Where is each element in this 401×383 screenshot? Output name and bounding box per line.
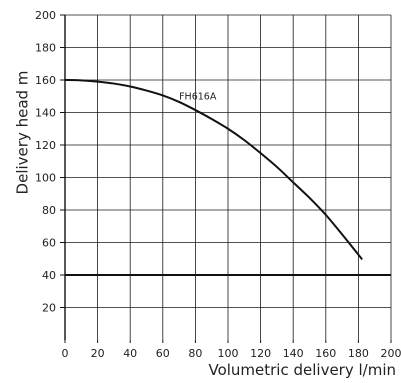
series: FH616A: [64, 79, 363, 260]
y-tick-label-40: 40: [42, 269, 56, 282]
y-tick-label-160: 160: [35, 74, 56, 87]
x-tick-label-0: 0: [62, 347, 69, 360]
x-tick-label-20: 20: [91, 347, 105, 360]
tick-labels: 20 40 60 80 100 120 140 160 180 200 0 20 40 60 80 100 12…: [35, 9, 401, 360]
x-tick-label-40: 40: [123, 347, 137, 360]
y-tick-label-180: 180: [35, 42, 56, 55]
y-tick-label-60: 60: [42, 237, 56, 250]
x-axis-title: Volumetric delivery l/min: [208, 361, 396, 379]
y-tick-label-100: 100: [35, 172, 56, 185]
y-tick-label-20: 20: [42, 302, 56, 315]
x-tick-label-160: 160: [315, 347, 336, 360]
series-line-FH616A: [64, 79, 363, 260]
y-axis-title: Delivery head m: [13, 71, 31, 195]
x-tick-label-120: 120: [250, 347, 271, 360]
x-tick-label-60: 60: [156, 347, 170, 360]
x-tick-label-80: 80: [188, 347, 202, 360]
grid: [65, 14, 392, 340]
x-tick-label-200: 200: [381, 347, 401, 360]
y-tick-label-140: 140: [35, 107, 56, 120]
x-tick-label-180: 180: [348, 347, 369, 360]
y-tick-label-120: 120: [35, 139, 56, 152]
y-tick-label-200: 200: [35, 9, 56, 22]
x-tick-label-100: 100: [218, 347, 239, 360]
y-tick-label-80: 80: [42, 204, 56, 217]
x-tick-label-140: 140: [283, 347, 304, 360]
axes: [60, 14, 392, 343]
series-label-FH616A: FH616A: [179, 92, 217, 103]
